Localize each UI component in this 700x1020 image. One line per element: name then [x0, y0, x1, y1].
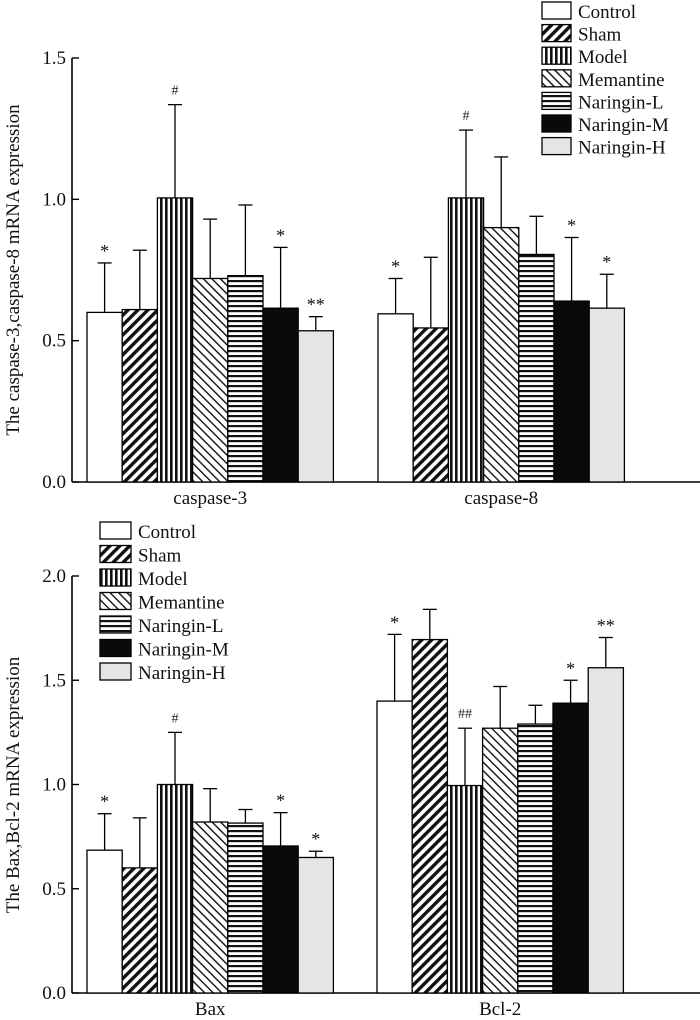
significance-label-caspase-3-naringin-h: **	[307, 295, 325, 315]
legend-label-naringin-l: Naringin-L	[578, 92, 663, 113]
legend-swatch-model	[541, 46, 572, 65]
significance-label-bcl-2-naringin-m: *	[566, 658, 575, 678]
legend-label-naringin-h: Naringin-H	[138, 663, 226, 684]
bar-bax-model	[156, 783, 194, 994]
y-tick-label: 0.5	[42, 331, 66, 352]
bar-bcl-2-naringin-h	[587, 667, 625, 994]
legend-swatch-naringin-m	[99, 638, 132, 658]
bar-bax-memantine	[191, 821, 229, 994]
category-labels: caspase-3 caspase-8	[173, 488, 538, 509]
bar-bax-naringin-m	[262, 845, 299, 994]
legend-label-naringin-m: Naringin-M	[138, 640, 229, 661]
significance-label-bcl-2-naringin-h: **	[597, 616, 615, 636]
legend-label-naringin-m: Naringin-M	[578, 115, 669, 136]
legend-swatch-control	[541, 1, 572, 20]
y-axis-title-text: The Bax,Bcl-2 mRNA expression	[3, 656, 24, 913]
bar-caspase-3-sham	[121, 308, 159, 483]
legend-swatch-control	[99, 521, 132, 540]
y-tick-label: 0.0	[42, 983, 66, 1004]
bar-bax-sham	[121, 867, 159, 994]
legend-swatch-sham	[99, 544, 132, 564]
y-tick-label: 1.5	[42, 670, 66, 691]
legend-swatch-naringin-l	[99, 615, 132, 634]
legend-label-control: Control	[578, 2, 636, 23]
legend-label-naringin-h: Naringin-H	[578, 138, 666, 159]
bar-caspase-8-naringin-l	[518, 253, 555, 483]
y-axis-title: The Bax,Bcl-2 mRNA expression	[3, 656, 24, 913]
legend-label-model: Model	[138, 569, 188, 590]
significance-label-caspase-3-control: *	[100, 241, 109, 261]
bar-bcl-2-control	[376, 700, 413, 994]
chart-panel-caspase: The caspase-3,caspase-8 mRNA expression …	[3, 1, 700, 509]
legend: ControlShamModelMemantineNaringin-LNarin…	[541, 1, 669, 159]
bar-caspase-3-control	[86, 311, 123, 483]
bar-bcl-2-naringin-l	[517, 723, 554, 994]
y-axis-title: The caspase-3,caspase-8 mRNA expression	[3, 104, 24, 436]
legend-swatch-memantine	[541, 69, 572, 88]
category-label-caspase-8: caspase-8	[464, 488, 538, 509]
bar-bcl-2-naringin-m	[552, 702, 589, 994]
category-labels: Bax Bcl-2	[195, 999, 521, 1020]
legend-swatch-naringin-h	[541, 136, 572, 156]
significance-label-caspase-8-naringin-h: *	[602, 252, 611, 272]
legend-label-model: Model	[578, 47, 628, 68]
legend-label-sham: Sham	[138, 546, 182, 567]
significance-label-bcl-2-control: *	[390, 612, 399, 632]
significance-label-bcl-2-model: ##	[458, 707, 472, 722]
significance-label-bax-naringin-m: *	[276, 791, 285, 811]
legend-label-sham: Sham	[578, 25, 622, 46]
bar-caspase-3-model	[156, 197, 194, 483]
significance-label-caspase-3-model: #	[172, 84, 179, 99]
significance-label-bax-naringin-h: *	[311, 829, 320, 849]
significance-label-caspase-3-naringin-m: *	[276, 225, 285, 245]
y-tick-label: 1.0	[42, 189, 66, 210]
bar-bax-control	[86, 849, 123, 994]
chart-panel-bax-bcl2: The Bax,Bcl-2 mRNA expression 0.0 0.5 1.0 1…	[3, 521, 700, 1020]
legend-label-memantine: Memantine	[138, 593, 225, 614]
bar-caspase-8-memantine	[482, 226, 520, 483]
bar-bcl-2-sham	[411, 638, 449, 994]
bar-bcl-2-model	[446, 784, 484, 994]
y-tick-label: 1.0	[42, 775, 66, 796]
y-tick-label: 0.0	[42, 472, 66, 493]
legend-swatch-naringin-l	[541, 91, 572, 111]
significance-label-caspase-8-model: #	[463, 109, 470, 124]
bar-caspase-3-naringin-l	[227, 275, 264, 483]
bar-bax-naringin-h	[297, 856, 335, 994]
legend-label-control: Control	[138, 522, 196, 543]
y-tick-label: 1.5	[42, 48, 66, 69]
category-label-caspase-3: caspase-3	[173, 488, 247, 509]
bar-caspase-8-naringin-h	[588, 307, 626, 483]
legend-swatch-naringin-m	[541, 114, 572, 133]
legend-swatch-naringin-h	[99, 662, 132, 681]
significance-label-caspase-8-control: *	[391, 256, 400, 276]
y-axis-title-text: The caspase-3,caspase-8 mRNA expression	[3, 104, 24, 436]
category-label-bax: Bax	[195, 999, 226, 1020]
bar-caspase-8-control	[377, 313, 414, 483]
bar-caspase-8-sham	[412, 327, 450, 483]
bar-caspase-3-memantine	[191, 277, 229, 483]
y-tick-label: 0.5	[42, 879, 66, 900]
significance-label-bax-control: *	[100, 792, 109, 812]
legend-label-memantine: Memantine	[578, 70, 665, 91]
significance-label-bax-model: #	[172, 711, 179, 726]
bars: *#****#**	[86, 84, 626, 483]
legend-swatch-memantine	[99, 591, 132, 611]
bar-caspase-3-naringin-m	[262, 307, 299, 483]
bar-caspase-8-naringin-m	[553, 300, 590, 483]
bar-bcl-2-memantine	[481, 727, 519, 994]
bars: *#***##***	[86, 608, 625, 994]
bar-bax-naringin-l	[227, 822, 264, 994]
significance-label-caspase-8-naringin-m: *	[567, 215, 576, 235]
y-tick-label: 2.0	[42, 566, 66, 587]
bar-caspase-3-naringin-h	[297, 330, 335, 483]
category-label-bcl-2: Bcl-2	[479, 999, 521, 1020]
bar-caspase-8-model	[447, 197, 485, 483]
legend-swatch-sham	[541, 23, 572, 43]
legend-swatch-model	[99, 568, 132, 587]
legend-label-naringin-l: Naringin-L	[138, 616, 223, 637]
